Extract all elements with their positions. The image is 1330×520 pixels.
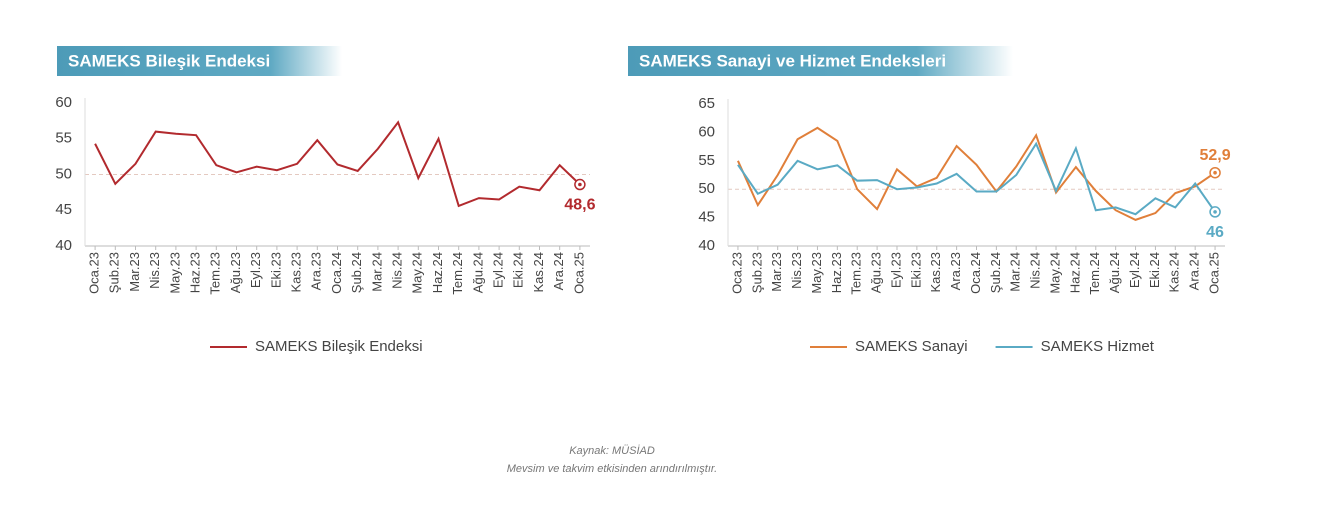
x-tick-label: Haz.24 (430, 252, 445, 293)
x-tick-label: Eki.24 (511, 252, 526, 288)
x-tick-label: Tem.24 (450, 252, 465, 295)
y-tick-label: 45 (698, 209, 715, 226)
y-tick-label: 55 (55, 130, 72, 147)
x-tick-label: Şub.24 (349, 252, 364, 293)
y-tick-label: 65 (698, 95, 715, 112)
x-tick-label: Nis.24 (390, 252, 405, 289)
title-box (628, 46, 1013, 76)
series-line (737, 126, 1216, 221)
x-tick-label: May.24 (410, 252, 425, 294)
x-tick-label: Nis.24 (1028, 252, 1043, 289)
x-tick-label: Mar.23 (127, 252, 142, 292)
x-tick-label: Şub.23 (107, 252, 122, 293)
x-tick-label: Eki.24 (1147, 252, 1162, 288)
x-tick-label: Oca.23 (729, 252, 744, 294)
y-tick-label: 40 (55, 237, 72, 254)
data-label: 46 (1206, 224, 1224, 241)
series-line (737, 141, 1216, 216)
x-tick-label: Ara.24 (551, 252, 566, 290)
x-tick-label: Ara.23 (309, 252, 324, 290)
x-tick-label: Haz.23 (829, 252, 844, 293)
x-tick-label: Ağu.23 (869, 252, 884, 293)
x-tick-label: Ağu.24 (1107, 252, 1122, 293)
data-label: 52,9 (1199, 147, 1230, 164)
x-tick-label: Nis.23 (789, 252, 804, 289)
x-tick-label: Kas.23 (289, 252, 304, 292)
x-tick-label: May.23 (809, 252, 824, 294)
x-tick-label: Kas.24 (531, 252, 546, 292)
series-line (94, 120, 581, 208)
x-tick-label: Ara.23 (948, 252, 963, 290)
y-tick-label: 40 (698, 237, 715, 254)
title-box (57, 46, 342, 76)
x-tick-label: Oca.25 (1206, 252, 1221, 294)
x-tick-label: Eyl.23 (888, 252, 903, 288)
x-tick-label: Eyl.24 (491, 252, 506, 288)
x-tick-label: Eki.23 (908, 252, 923, 288)
y-tick-label: 55 (698, 152, 715, 169)
x-tick-label: May.24 (1047, 252, 1062, 294)
x-tick-label: Oca.25 (571, 252, 586, 294)
x-tick-label: Mar.24 (369, 252, 384, 292)
x-tick-label: Tem.23 (208, 252, 223, 295)
x-tick-label: Kas.23 (928, 252, 943, 292)
y-tick-label: 50 (55, 165, 72, 182)
y-tick-label: 60 (698, 123, 715, 140)
x-tick-label: Nis.23 (147, 252, 162, 289)
x-tick-label: Haz.23 (188, 252, 203, 293)
x-tick-label: Oca.24 (968, 252, 983, 294)
x-tick-label: Ağu.23 (228, 252, 243, 293)
x-tick-label: Mar.23 (769, 252, 784, 292)
x-tick-label: Şub.23 (749, 252, 764, 293)
x-tick-label: Eyl.24 (1127, 252, 1142, 288)
note: Mevsim ve takvim etkisinden arındırılmış… (507, 463, 717, 475)
x-tick-label: Eki.23 (268, 252, 283, 288)
x-tick-label: Tem.23 (849, 252, 864, 295)
x-tick-label: Mar.24 (1008, 252, 1023, 292)
x-tick-label: Haz.24 (1067, 252, 1082, 293)
x-tick-label: Şub.24 (988, 252, 1003, 293)
marker-dot (1213, 170, 1217, 175)
x-tick-label: Ara.24 (1187, 252, 1202, 290)
x-tick-label: May.23 (167, 252, 182, 294)
x-tick-label: Tem.24 (1087, 252, 1102, 295)
legend-label: SAMEKS Sanayi (855, 338, 968, 355)
chart-title: SAMEKS Bileşik Endeksi (68, 51, 270, 70)
y-tick-label: 50 (698, 180, 715, 197)
source: Kaynak: MÜSİAD (569, 445, 655, 457)
y-tick-label: 60 (55, 94, 72, 111)
marker-dot (1213, 210, 1217, 214)
marker-dot (578, 182, 582, 187)
legend-label: SAMEKS Bileşik Endeksi (255, 338, 423, 355)
x-tick-label: Ağu.24 (470, 252, 485, 293)
chart-title: SAMEKS Sanayi ve Hizmet Endeksleri (639, 51, 946, 70)
y-tick-label: 45 (55, 201, 72, 218)
x-tick-label: Oca.24 (329, 252, 344, 294)
x-tick-label: Eyl.23 (248, 252, 263, 288)
data-label: 48,6 (564, 197, 595, 214)
x-tick-label: Oca.23 (87, 252, 102, 294)
legend-label: SAMEKS Hizmet (1041, 338, 1155, 355)
x-tick-label: Kas.24 (1167, 252, 1182, 292)
